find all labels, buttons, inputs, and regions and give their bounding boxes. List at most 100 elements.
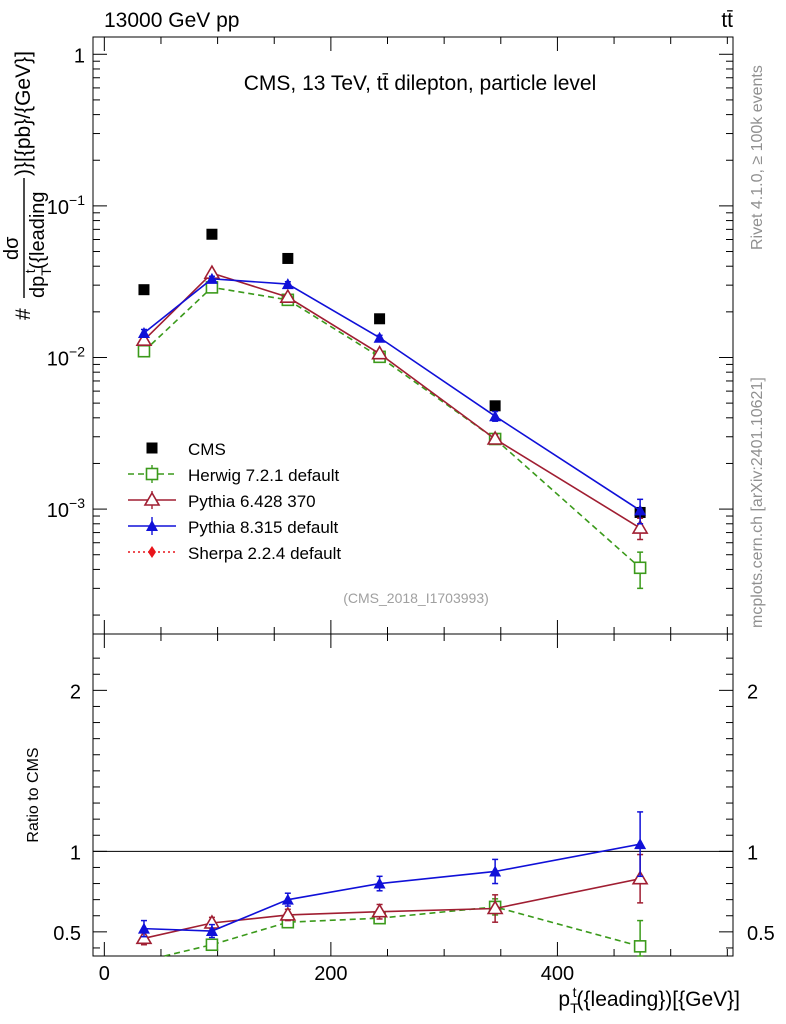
main-series-line xyxy=(143,286,641,569)
ratio-data-point xyxy=(137,922,150,934)
main-chart-title: CMS, 13 TeV, tt̄ dilepton, particle leve… xyxy=(244,72,597,95)
header-right-label: tt̄ xyxy=(721,9,733,32)
y-label-suffix: )}[{pb}/{GeV}] xyxy=(12,51,35,176)
ratio-data-point xyxy=(205,938,219,952)
main-data-point xyxy=(281,278,294,290)
ratio-data-point xyxy=(205,925,218,937)
legend-label: Pythia 8.315 default xyxy=(188,518,339,537)
main-series-1 xyxy=(137,281,647,590)
main-data-point xyxy=(205,272,218,284)
main-y-axis-label: # dσ dpTt({leading )}[{pb}/{GeV}] xyxy=(1,51,54,320)
ratio-data-point xyxy=(486,899,504,915)
main-series-line xyxy=(143,272,641,529)
ratio-data-point xyxy=(279,906,297,921)
main-series-layer xyxy=(135,228,649,590)
ratio-data-point xyxy=(634,838,647,850)
ratio-data-point xyxy=(631,870,649,885)
ratio-ytick-label-left: 2 xyxy=(70,681,81,703)
legend-marker xyxy=(146,520,158,531)
legend-label: Pythia 6.428 370 xyxy=(188,492,316,511)
rivet-version-label: Rivet 4.1.0, ≥ 100k events xyxy=(749,65,766,250)
x-axis-label: pTt({leading})[{GeV}] xyxy=(558,984,740,1016)
ratio-ytick-label-right: 1 xyxy=(747,842,758,864)
ratio-series-0 xyxy=(164,898,647,957)
main-data-point xyxy=(279,288,297,303)
main-ytick-exponent: −3 xyxy=(69,495,85,511)
main-panel: 110−110−210−3 CMS, 13 TeV, tt̄ dilepton,… xyxy=(1,36,734,635)
y-label-den-main: dp xyxy=(27,276,49,298)
main-ytick-base: 10 xyxy=(47,197,69,219)
main-data-point xyxy=(371,345,388,360)
ratio-y-axis-label: Ratio to CMS xyxy=(25,747,42,842)
legend-label: CMS xyxy=(188,440,226,459)
x-label-tail: ({leading})[{GeV}] xyxy=(577,988,740,1011)
ratio-ytick-label-right: 2 xyxy=(747,681,758,703)
legend-marker xyxy=(148,546,156,558)
ratio-series-line xyxy=(143,843,641,932)
x-tick-label: 400 xyxy=(541,963,574,985)
main-ytick-label: 10−3 xyxy=(47,495,85,522)
main-data-point xyxy=(135,331,153,347)
main-ytick-exponent: −2 xyxy=(69,343,85,359)
legend-label: Herwig 7.2.1 default xyxy=(188,466,339,485)
x-label-sup: t xyxy=(573,984,577,1000)
main-ytick-label: 10−2 xyxy=(47,343,85,370)
main-series-3 xyxy=(137,272,647,525)
ratio-ytick-label-left: 1 xyxy=(70,842,81,864)
y-label-den-tail: ({leading xyxy=(27,191,49,269)
main-series-line xyxy=(143,278,641,512)
ratio-ytick-label-right: 0.5 xyxy=(747,923,775,945)
main-axis-ticks: 110−110−210−3 xyxy=(47,37,733,634)
main-data-point xyxy=(138,284,150,296)
main-ytick-base: 10 xyxy=(47,500,69,522)
x-tick-label: 200 xyxy=(314,963,347,985)
y-label-prefix: # xyxy=(12,308,35,320)
y-label-numerator: dσ xyxy=(1,236,23,260)
legend-marker xyxy=(143,491,161,506)
ratio-data-point xyxy=(489,865,502,877)
legend-label: Sherpa 2.2.4 default xyxy=(188,544,341,563)
ratio-panel: 0.5 0.5 1 1 2 2 0 200 400 Ratio to CMS pTt({lead… xyxy=(25,633,775,1016)
main-data-point xyxy=(631,519,649,534)
legend: CMS Herwig 7.2.1 default Pythia 6.428 370 P… xyxy=(128,440,341,563)
y-label-den-sup: t xyxy=(22,269,38,273)
y-label-denominator: dpTt({leading xyxy=(22,191,54,298)
ratio-data-point xyxy=(633,940,647,953)
main-ytick-base: 10 xyxy=(47,348,69,370)
ratio-series-line xyxy=(143,877,641,940)
main-data-point xyxy=(137,344,151,358)
legend-marker xyxy=(146,442,158,454)
main-data-point xyxy=(634,504,647,516)
main-data-point xyxy=(489,410,502,422)
main-data-point xyxy=(489,400,501,412)
x-label-main: p xyxy=(558,988,570,1011)
x-label-sub: T xyxy=(570,1000,579,1016)
main-data-point xyxy=(282,252,294,264)
main-data-point xyxy=(633,561,647,575)
ratio-series-line xyxy=(164,906,641,957)
ratio-axis-ticks: 0.5 0.5 1 1 2 2 0 200 400 xyxy=(53,634,775,985)
main-ytick-base: 1 xyxy=(74,45,85,67)
legend-marker xyxy=(145,467,159,481)
header-left-label: 13000 GeV pp xyxy=(104,9,239,32)
main-ytick-label: 10−1 xyxy=(47,192,85,219)
ratio-ytick-label-left: 0.5 xyxy=(53,923,81,945)
main-data-point xyxy=(486,430,504,445)
analysis-id-label: (CMS_2018_I1703993) xyxy=(343,590,489,606)
ratio-series-layer xyxy=(135,811,649,957)
main-data-point xyxy=(373,331,386,343)
x-tick-label: 0 xyxy=(99,963,110,985)
ratio-data-point xyxy=(373,877,386,889)
ratio-series-1 xyxy=(135,853,649,946)
main-ytick-label: 1 xyxy=(74,45,85,67)
mcplots-source-label: mcplots.cern.ch [arXiv:2401.10621] xyxy=(749,377,766,628)
ratio-data-point xyxy=(371,903,388,918)
y-label-den-sub: T xyxy=(38,267,54,276)
main-data-point xyxy=(137,327,150,339)
ratio-frame xyxy=(92,633,734,957)
main-ytick-exponent: −1 xyxy=(69,192,85,208)
ratio-data-point xyxy=(281,893,294,905)
main-data-point xyxy=(206,228,218,240)
main-data-point xyxy=(374,313,386,325)
